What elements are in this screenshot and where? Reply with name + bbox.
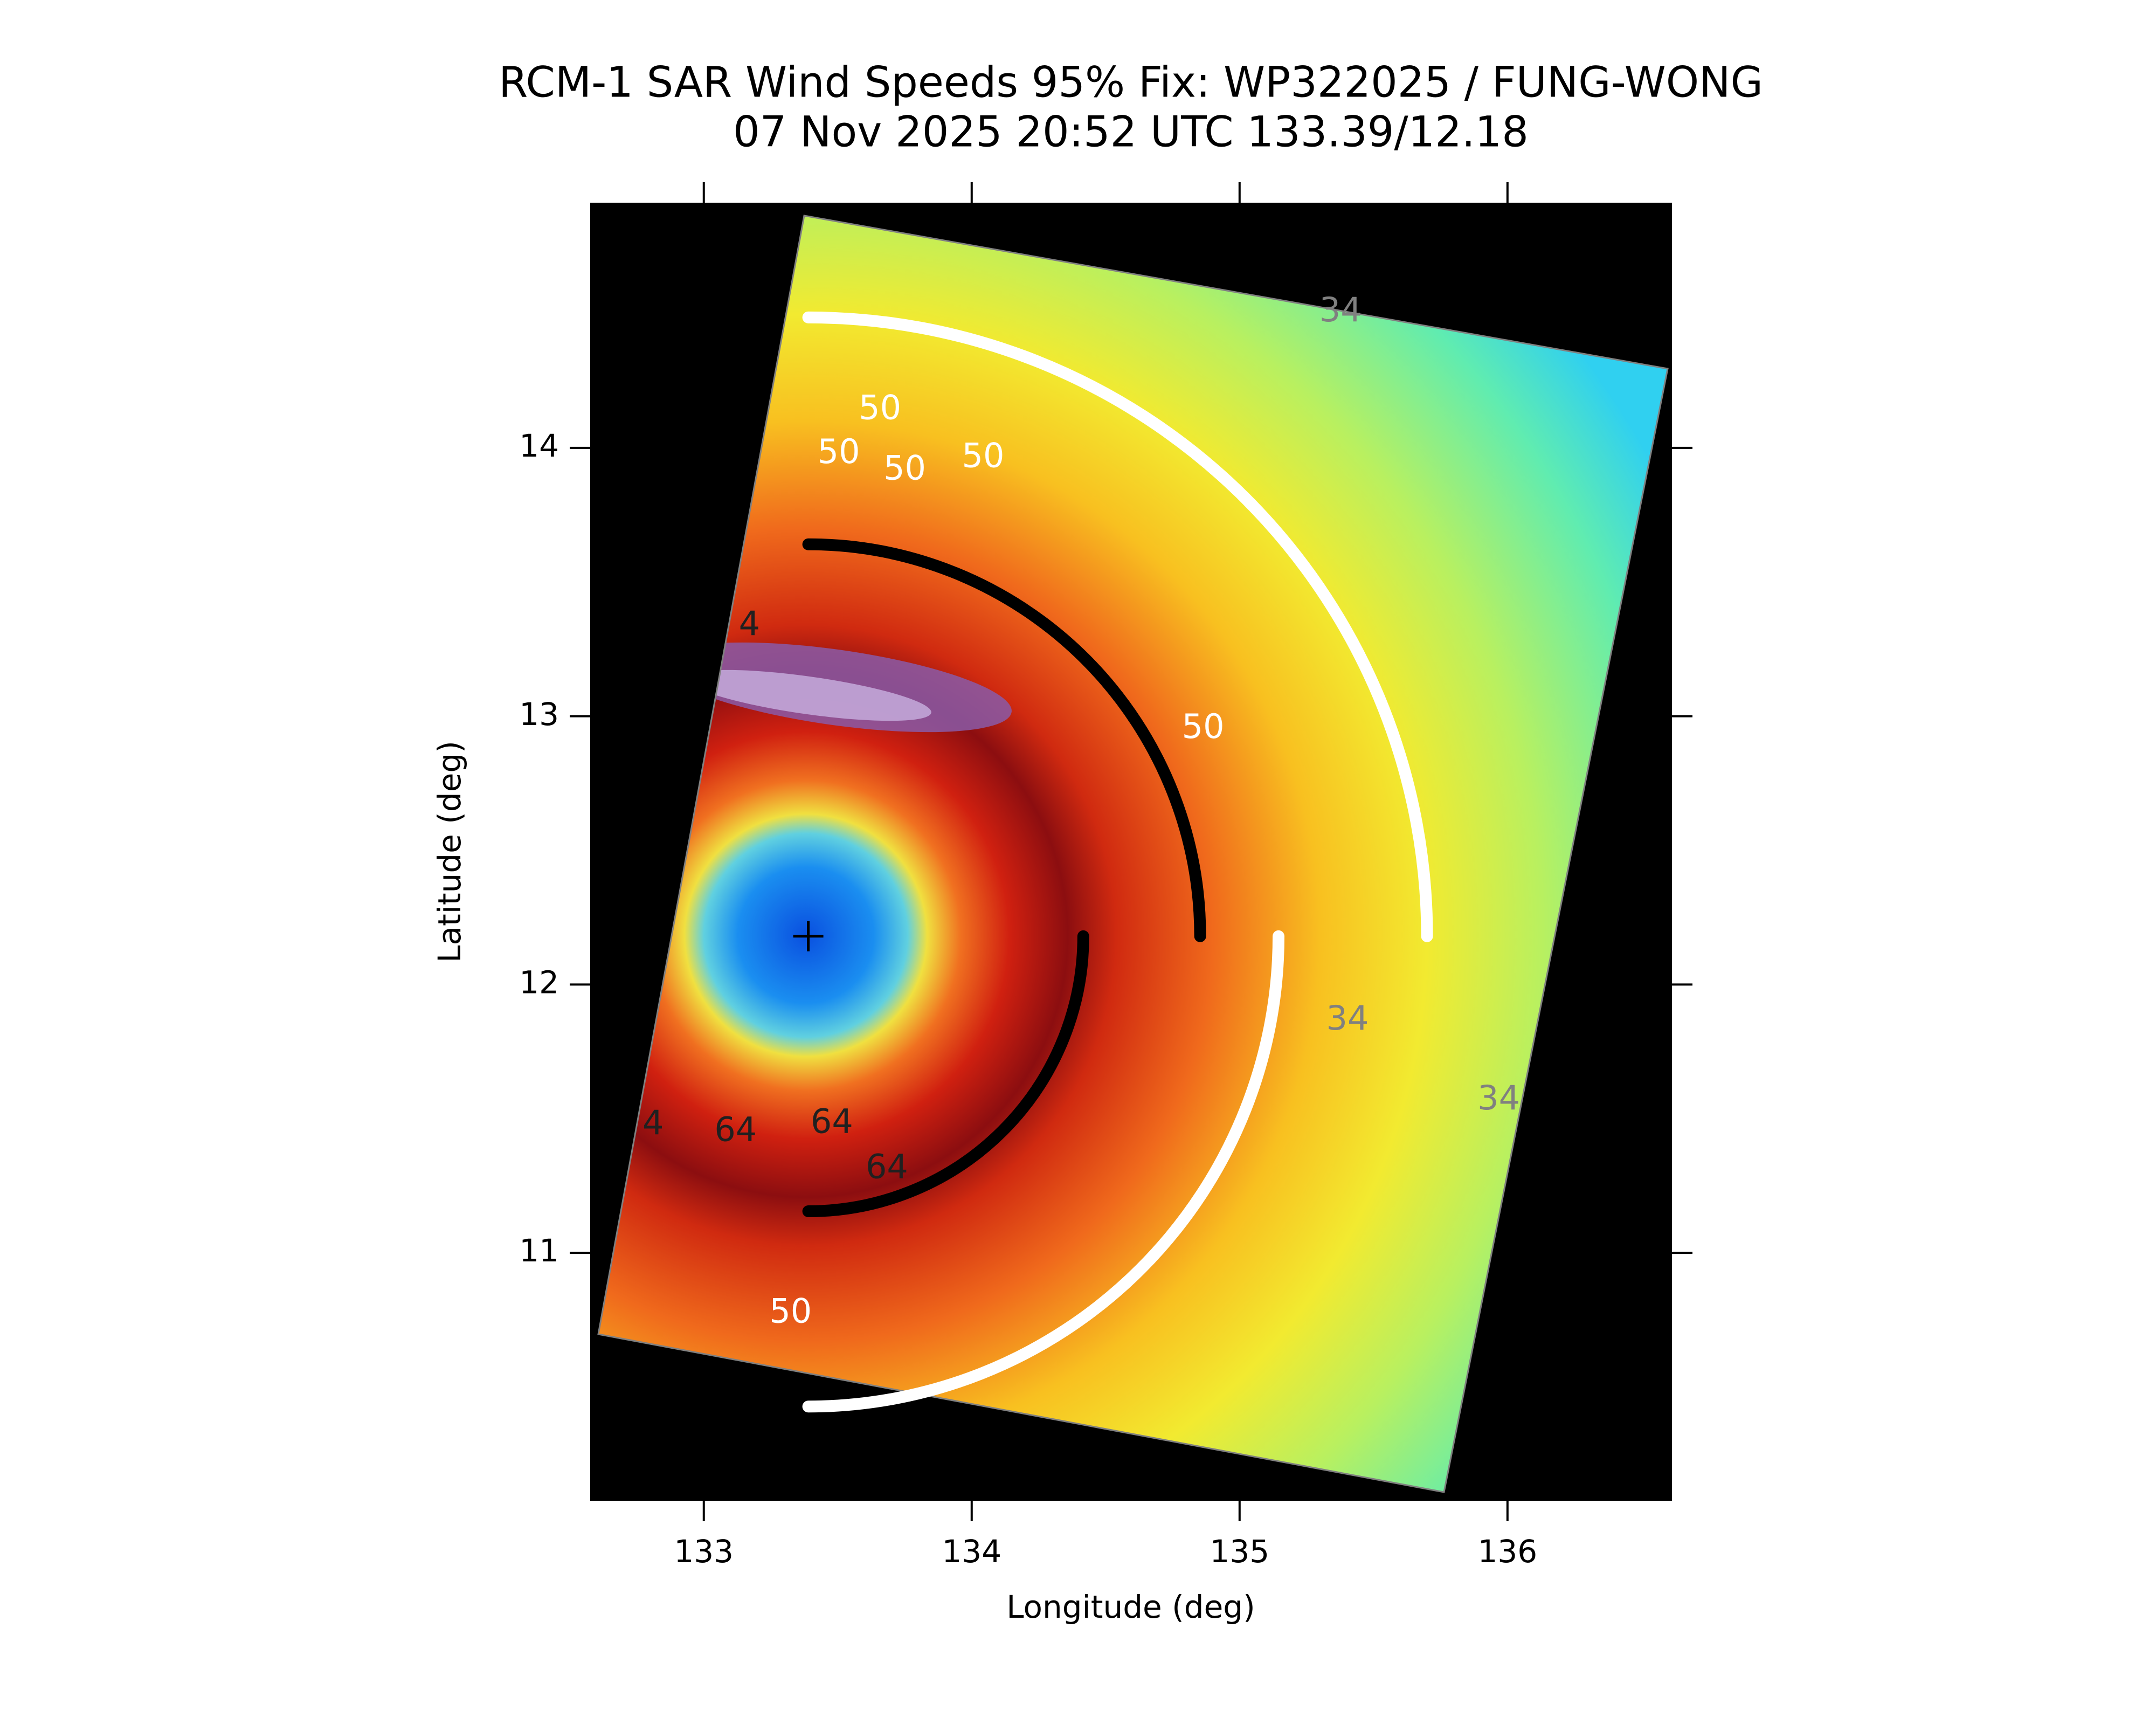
contour-label: 4 <box>642 1103 664 1142</box>
contour-label: 50 <box>818 432 860 471</box>
contour-label: 50 <box>1182 707 1225 746</box>
contour-label: 50 <box>769 1291 812 1330</box>
y-tick-label: 12 <box>519 964 559 1000</box>
y-tick-label: 13 <box>519 696 559 733</box>
contour-label: 50 <box>859 388 901 427</box>
y-axis-label: Latitude (deg) <box>431 741 468 963</box>
y-tick-label: 11 <box>519 1232 559 1269</box>
wind-radius-arc <box>802 538 1206 942</box>
x-tick-label: 133 <box>674 1533 734 1570</box>
contour-label: 50 <box>883 448 926 488</box>
contour-label: 64 <box>811 1101 853 1141</box>
contour-label: 64 <box>714 1110 757 1149</box>
chart-subtitle: 07 Nov 2025 20:52 UTC 133.39/12.18 <box>733 108 1529 156</box>
x-tick-label: 134 <box>942 1533 1001 1570</box>
wind-radius-arc <box>802 311 1433 942</box>
chart-title: RCM-1 SAR Wind Speeds 95% Fix: WP322025 … <box>499 58 1763 107</box>
wind-radius-arc <box>802 930 1089 1217</box>
center-fix <box>793 921 824 951</box>
plot-frame <box>590 203 1672 1501</box>
contour-label: 64 <box>866 1147 908 1186</box>
y-tick-label: 14 <box>519 427 559 464</box>
x-tick-label: 136 <box>1477 1533 1537 1570</box>
swath-outline <box>597 215 1669 1493</box>
high-wind-core <box>686 670 931 721</box>
wind-radius-arc <box>802 930 1285 1413</box>
contour-label: 50 <box>962 436 1005 475</box>
contour-label: 34 <box>1326 998 1369 1038</box>
x-tick-label: 135 <box>1210 1533 1269 1570</box>
contour-label: 4 <box>739 604 760 643</box>
contour-label: 34 <box>1319 290 1362 329</box>
x-axis-label: Longitude (deg) <box>1006 1589 1255 1625</box>
contour-label: 34 <box>1477 1078 1520 1117</box>
